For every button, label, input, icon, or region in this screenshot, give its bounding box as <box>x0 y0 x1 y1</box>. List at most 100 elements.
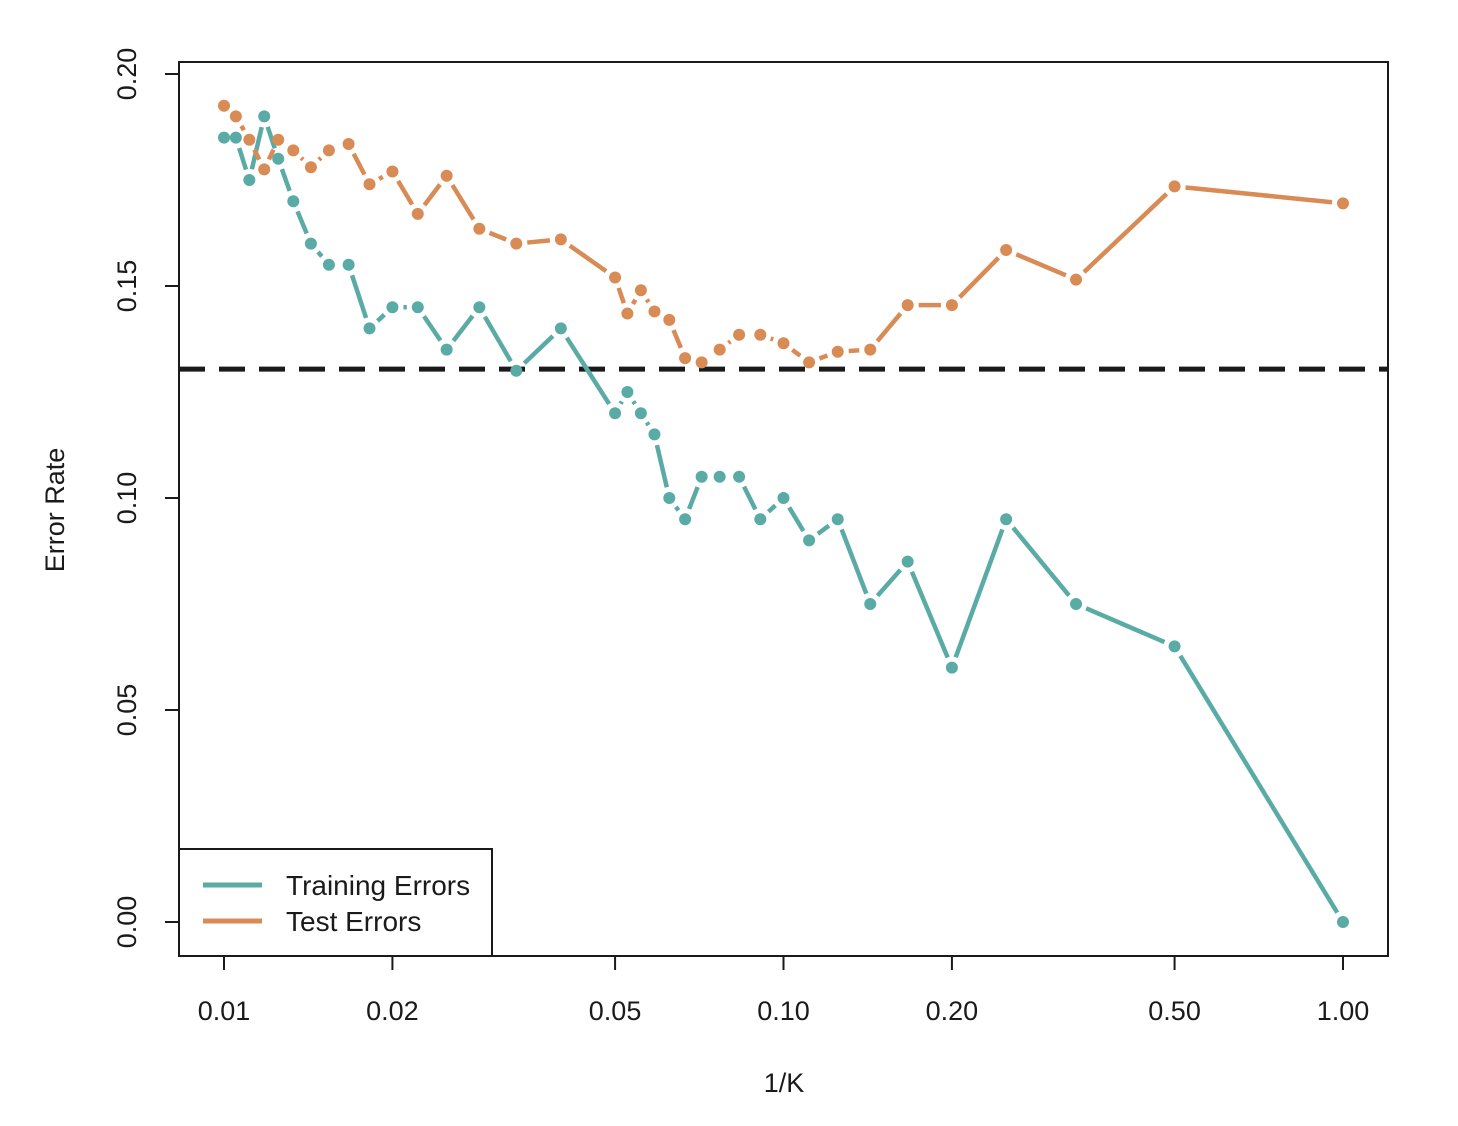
series-segment <box>451 314 475 343</box>
data-point <box>733 470 746 483</box>
series-segment <box>450 183 476 221</box>
legend-label-training-errors: Training Errors <box>286 870 470 901</box>
y-tick-label: 0.05 <box>112 684 142 737</box>
data-point <box>411 301 424 314</box>
data-point <box>777 492 790 504</box>
legend-label-test-errors: Test Errors <box>286 906 421 937</box>
x-tick-label: 0.50 <box>1148 996 1201 1026</box>
series-segment <box>266 148 276 161</box>
data-point <box>322 258 335 271</box>
series-segment <box>909 570 950 659</box>
data-point <box>1070 273 1083 286</box>
series-segment <box>527 238 551 245</box>
series-segment <box>875 568 903 598</box>
series-segment <box>644 421 651 427</box>
series-segment <box>295 210 309 235</box>
series-segment <box>316 250 324 258</box>
data-point <box>864 598 877 610</box>
series-segment <box>742 485 758 511</box>
data-point <box>304 161 317 174</box>
data-point <box>386 301 399 314</box>
data-point <box>945 661 958 674</box>
data-point <box>243 174 256 186</box>
data-point <box>229 110 242 123</box>
series-layer <box>218 99 1349 928</box>
y-tick-label: 0.15 <box>112 260 142 313</box>
data-point <box>803 356 816 369</box>
data-point <box>831 345 844 358</box>
data-point <box>304 237 317 250</box>
data-point <box>609 407 622 420</box>
series-segment <box>618 400 624 405</box>
data-point <box>621 386 634 398</box>
x-tick-label: 0.02 <box>366 996 419 1026</box>
data-point <box>634 284 647 297</box>
series-segment <box>1015 252 1067 278</box>
y-axis-title: Error Rate <box>40 448 70 573</box>
series-segment <box>252 148 262 161</box>
plot-frame <box>178 61 1389 957</box>
series-segment <box>674 505 681 512</box>
data-point <box>554 233 567 246</box>
series-segment <box>422 183 442 207</box>
data-point <box>554 322 567 335</box>
data-point <box>1000 513 1013 526</box>
data-point <box>1337 916 1349 928</box>
data-point <box>679 513 692 526</box>
data-point <box>386 165 399 178</box>
data-point <box>218 99 230 112</box>
data-point <box>695 356 708 369</box>
series-segment <box>239 124 246 132</box>
data-point <box>634 407 647 420</box>
x-axis: 0.01 0.02 0.05 0.10 0.20 0.50 1.00 <box>198 956 1370 1026</box>
x-tick-label: 0.20 <box>926 996 979 1026</box>
series-segment <box>654 444 669 488</box>
series-segment <box>378 174 384 181</box>
series-segment <box>766 503 777 514</box>
data-point <box>218 131 230 144</box>
series-segment <box>488 230 507 242</box>
series-segment <box>644 298 651 304</box>
data-point <box>287 144 300 157</box>
data-point <box>609 271 622 284</box>
data-point <box>648 305 661 318</box>
data-point <box>243 133 256 146</box>
series-segment <box>816 523 831 536</box>
series-segment <box>790 348 802 358</box>
y-axis: 0.00 0.05 0.10 0.15 0.20 <box>112 48 179 949</box>
series-segment <box>279 168 292 192</box>
data-point <box>754 328 767 341</box>
data-point <box>663 313 676 326</box>
data-point <box>342 258 355 271</box>
series-segment <box>769 336 774 342</box>
series-segment <box>1178 654 1340 914</box>
series-segment <box>396 179 415 206</box>
series-segment <box>631 400 637 406</box>
data-point <box>713 470 726 483</box>
series-segment <box>568 243 608 274</box>
y-tick-label: 0.10 <box>112 472 142 525</box>
x-tick-label: 1.00 <box>1317 996 1370 1026</box>
series-segment <box>848 348 860 354</box>
y-tick-label: 0.20 <box>112 48 142 101</box>
data-point <box>901 555 914 568</box>
data-point <box>363 322 376 335</box>
series-segment <box>787 506 806 533</box>
series-segment <box>1011 526 1071 597</box>
data-point <box>1070 598 1083 610</box>
data-point <box>803 534 816 547</box>
series-segment <box>875 312 903 343</box>
data-point <box>322 144 335 157</box>
data-point <box>679 352 692 365</box>
x-axis-title: 1/K <box>764 1068 805 1098</box>
y-tick-label: 0.00 <box>112 896 142 949</box>
data-point <box>272 152 285 165</box>
series-segment <box>482 315 513 363</box>
data-point <box>229 131 242 144</box>
data-point <box>695 470 708 483</box>
series-segment <box>376 313 386 323</box>
data-point <box>648 428 661 441</box>
series-segment <box>237 147 249 171</box>
series-training-errors <box>218 110 1349 928</box>
